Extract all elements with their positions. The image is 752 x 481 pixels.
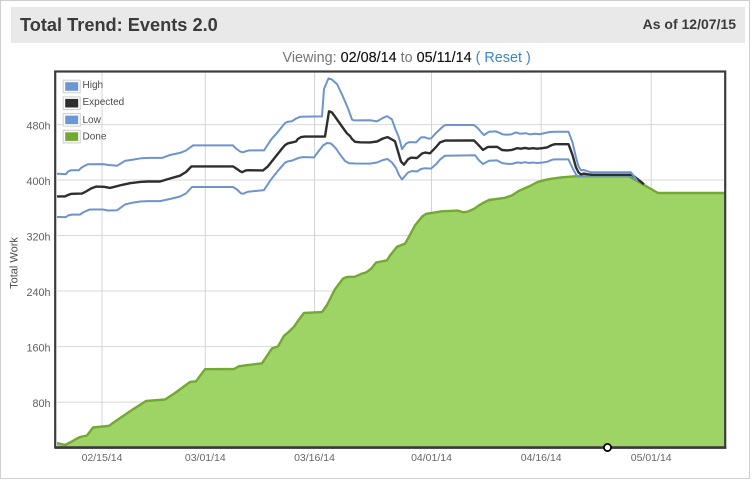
svg-text:320h: 320h <box>26 231 50 243</box>
svg-text:04/16/14: 04/16/14 <box>521 452 562 464</box>
svg-text:04/01/14: 04/01/14 <box>411 452 452 464</box>
svg-text:Done: Done <box>83 132 107 143</box>
svg-text:480h: 480h <box>26 120 50 132</box>
svg-text:03/16/14: 03/16/14 <box>294 452 335 464</box>
svg-text:400h: 400h <box>26 176 50 188</box>
svg-text:03/01/14: 03/01/14 <box>185 452 226 464</box>
svg-text:02/15/14: 02/15/14 <box>82 452 123 464</box>
svg-text:160h: 160h <box>26 342 50 354</box>
svg-text:Low: Low <box>83 115 102 126</box>
svg-text:Expected: Expected <box>83 97 125 108</box>
svg-text:240h: 240h <box>26 287 50 299</box>
svg-text:Total Work: Total Work <box>9 237 21 289</box>
svg-text:High: High <box>83 80 104 91</box>
svg-text:80h: 80h <box>32 398 50 410</box>
svg-text:05/01/14: 05/01/14 <box>631 452 672 464</box>
